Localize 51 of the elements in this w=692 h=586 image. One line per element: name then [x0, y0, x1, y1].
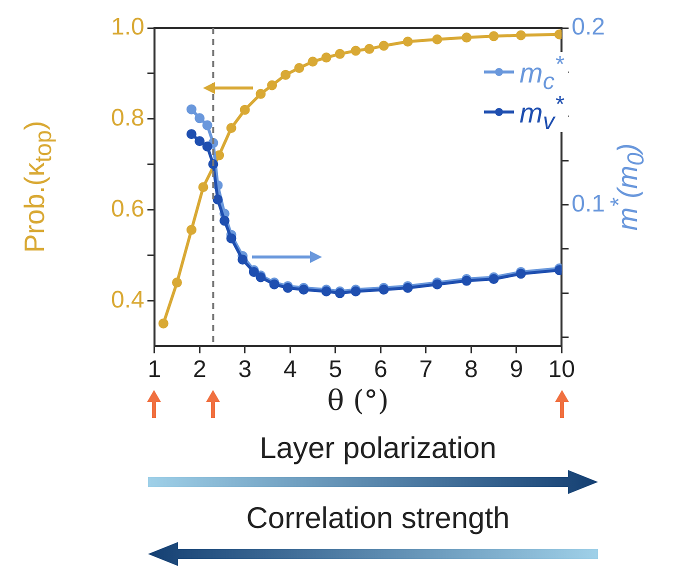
point [516, 30, 526, 40]
point [226, 123, 236, 134]
point [488, 31, 499, 42]
x-axis-title: θ (°) [326, 384, 390, 417]
point [378, 40, 389, 51]
x-tick-label: 6 [374, 356, 388, 384]
point [194, 136, 205, 146]
y-tick-label: 0.4 [110, 286, 144, 314]
point [194, 113, 205, 124]
x-tick-label: 2 [192, 356, 206, 384]
point [240, 104, 250, 115]
point [212, 194, 223, 204]
point [256, 88, 266, 99]
x-tick-label: 1 [148, 356, 162, 384]
point [267, 80, 278, 90]
y2-tick-label: 0.1 [572, 190, 606, 218]
point [172, 278, 182, 288]
x-tick-label: 10 [548, 356, 575, 384]
text: Correlation strength [245, 502, 511, 536]
point [308, 56, 318, 67]
point [202, 120, 212, 130]
point [364, 44, 374, 54]
point [226, 233, 236, 244]
point [202, 141, 212, 152]
point [280, 70, 291, 80]
y-tick-label: 0.8 [110, 104, 144, 132]
point [214, 150, 224, 160]
x-tick-label: 8 [464, 356, 478, 384]
point [198, 182, 208, 192]
x-tick-label: 9 [510, 356, 524, 384]
y-tick-label: 1.0 [110, 14, 144, 41]
point [294, 63, 304, 74]
point [186, 129, 196, 140]
y-tick-label: 0.6 [110, 195, 144, 222]
point [462, 32, 472, 43]
point [334, 48, 345, 59]
point [402, 36, 413, 47]
point [432, 34, 442, 44]
text: Layer polarization [258, 432, 498, 466]
point [186, 224, 196, 235]
x-tick-label: 3 [238, 356, 252, 384]
point [321, 52, 332, 63]
x-tick-label: 7 [419, 356, 433, 384]
x-tick-label: 4 [283, 356, 297, 384]
point [220, 216, 230, 226]
point [158, 318, 168, 328]
point [238, 254, 248, 265]
point [350, 46, 361, 56]
y2-tick-label: 0.2 [572, 14, 606, 41]
x-tick-label: 5 [328, 356, 342, 384]
point [186, 104, 196, 114]
